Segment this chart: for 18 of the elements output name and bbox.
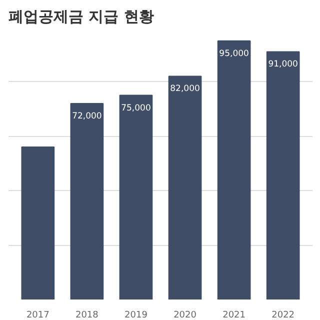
x-tick-label: 2019 [124, 310, 148, 320]
bar [266, 51, 300, 300]
x-tick-label: 2021 [222, 310, 246, 320]
bar [70, 102, 104, 300]
x-tick-label: 2022 [272, 310, 295, 320]
data-label: 82,000 [170, 84, 200, 94]
chart-title: 폐업공제금 지급 현황 [8, 8, 154, 26]
data-label: 72,000 [72, 111, 102, 122]
bar [21, 146, 55, 300]
x-tick-label: 2018 [76, 310, 99, 320]
data-label: 75,000 [121, 103, 151, 114]
data-label: 95,000 [219, 48, 249, 59]
bar [119, 94, 153, 300]
bar [217, 40, 251, 300]
x-tick-label: 2017 [26, 310, 50, 320]
x-tick-label: 2020 [174, 310, 197, 320]
bar [168, 76, 202, 300]
data-label: 91,000 [268, 60, 298, 70]
